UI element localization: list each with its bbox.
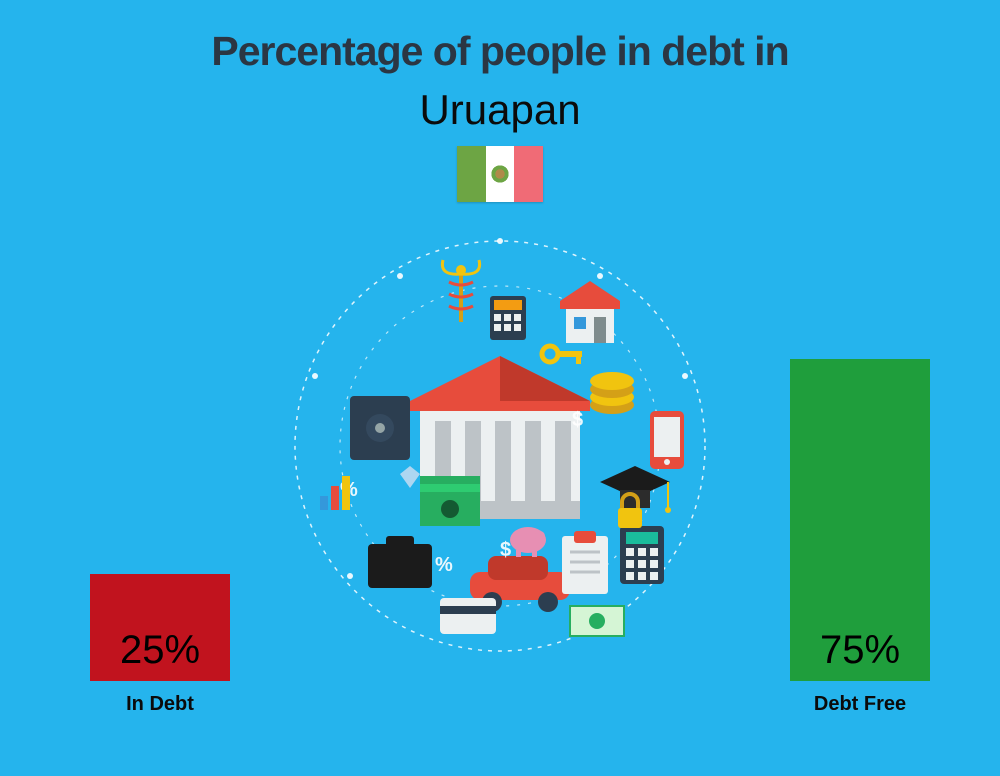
key-icon — [542, 346, 582, 364]
calculator-top-icon — [490, 296, 526, 340]
piggy-bank-icon — [510, 527, 546, 557]
briefcase-icon — [368, 536, 432, 588]
svg-text:$: $ — [500, 539, 511, 561]
flag-mexico — [457, 146, 543, 202]
calculator-icon — [620, 526, 664, 584]
finance-illustration-svg: % % $ $ — [280, 226, 720, 666]
bar-debt-free-label: Debt Free — [790, 693, 930, 716]
flag-stripe-middle — [486, 146, 515, 202]
caduceus-icon — [442, 260, 479, 322]
flag-stripe-left — [457, 146, 486, 202]
house-icon — [560, 281, 620, 343]
flag-emblem-icon — [489, 163, 511, 185]
bar-in-debt-rect: 25% — [90, 574, 230, 682]
credit-card-icon — [440, 598, 496, 634]
title-city: Uruapan — [0, 86, 1000, 134]
banknote-icon — [570, 606, 624, 636]
coins-icon — [590, 372, 634, 414]
phone-icon — [650, 411, 684, 469]
diamond-icon — [400, 466, 420, 488]
bar-in-debt-label: In Debt — [90, 693, 230, 716]
cash-stack-icon — [420, 476, 480, 526]
title-main: Percentage of people in debt in — [0, 28, 1000, 75]
bar-debt-free-value: 75% — [790, 628, 930, 673]
flag-stripe-right — [514, 146, 543, 202]
graduation-cap-icon — [600, 466, 671, 513]
clipboard-icon — [562, 531, 608, 594]
bar-in-debt: 25% In Debt — [90, 574, 230, 717]
bar-debt-free: 75% Debt Free — [790, 359, 930, 717]
mini-barchart-icon — [320, 476, 350, 510]
finance-illustration: % % $ $ — [280, 226, 720, 666]
svg-text:%: % — [435, 554, 453, 576]
svg-text:$: $ — [572, 409, 583, 431]
bar-in-debt-value: 25% — [90, 628, 230, 673]
infographic-canvas: Percentage of people in debt in Uruapan — [0, 0, 1000, 776]
bar-debt-free-rect: 75% — [790, 359, 930, 682]
safe-icon — [350, 396, 410, 460]
